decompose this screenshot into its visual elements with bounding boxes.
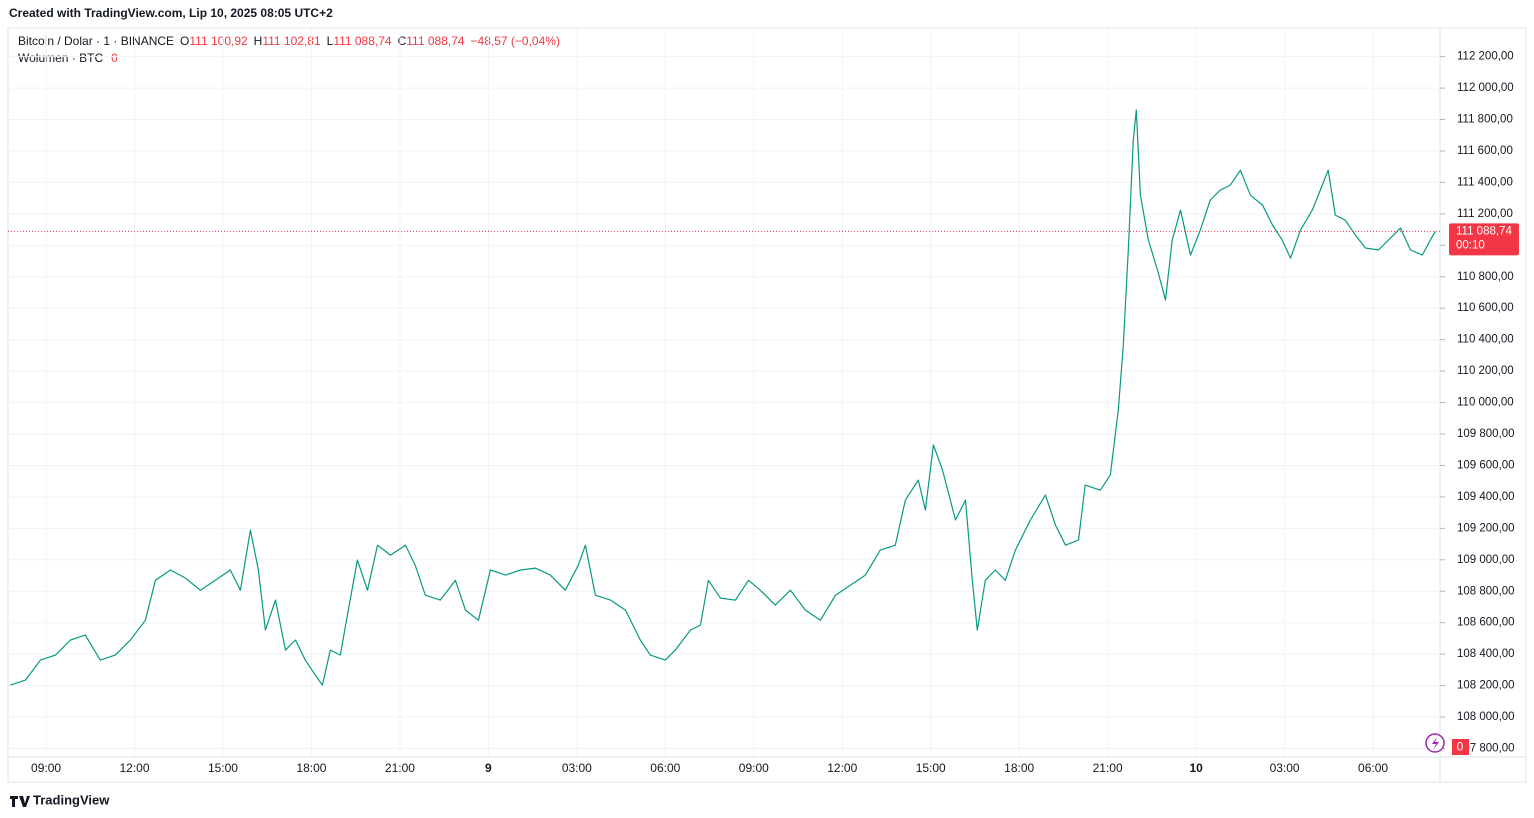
tv-logo bbox=[10, 796, 30, 807]
volume-legend: Wolumen · BTC 0 bbox=[18, 51, 118, 65]
symbol: Bitcoin / Dolar · 1 · BINANCE bbox=[18, 34, 174, 48]
x-tick-label: 06:00 bbox=[1358, 761, 1388, 775]
y-tick-label: 111 800,00 bbox=[1457, 114, 1513, 126]
y-tick-label: 108 200,00 bbox=[1457, 680, 1515, 692]
y-tick-label: 111 600,00 bbox=[1457, 145, 1513, 157]
y-tick-label: 112 200,00 bbox=[1457, 51, 1514, 63]
x-tick-label: 21:00 bbox=[1093, 761, 1123, 775]
x-tick-label: 21:00 bbox=[385, 761, 415, 775]
y-tick-label: 108 000,00 bbox=[1457, 711, 1515, 723]
y-tick-label: 109 200,00 bbox=[1457, 522, 1515, 534]
x-tick-label: 06:00 bbox=[650, 761, 680, 775]
footer-brand: TradingView bbox=[33, 792, 110, 807]
x-tick-label: 15:00 bbox=[208, 761, 238, 775]
x-tick-label: 12:00 bbox=[119, 761, 149, 775]
y-tick-label: 111 400,00 bbox=[1457, 176, 1513, 188]
change: −48,57 (−0,04%) bbox=[471, 34, 560, 48]
y-tick-label: 109 600,00 bbox=[1457, 459, 1515, 471]
x-tick-label: 03:00 bbox=[1270, 761, 1300, 775]
y-tick-label: 108 600,00 bbox=[1457, 617, 1515, 629]
y-tick-label: 109 400,00 bbox=[1457, 491, 1515, 503]
y-tick-label: 110 400,00 bbox=[1457, 334, 1514, 346]
ohlc-value: 111 100,92 bbox=[189, 34, 248, 48]
volume-value: 0 bbox=[111, 51, 118, 65]
price-line bbox=[10, 109, 1436, 686]
plot: 107 800,00 108 000,00 108 200,00 108 400,00… bbox=[8, 28, 1519, 775]
ohlc-value: 111 088,74 bbox=[333, 34, 392, 48]
y-tick-label: 110 600,00 bbox=[1457, 302, 1514, 314]
volume-name: Wolumen · BTC bbox=[18, 51, 103, 65]
y-tick-label: 107 800,00 bbox=[1457, 743, 1515, 755]
x-tick-label: 09:00 bbox=[739, 761, 769, 775]
y-tick-label: 110 800,00 bbox=[1457, 271, 1514, 283]
y-tick-label: 111 200,00 bbox=[1457, 208, 1513, 220]
y-tick-label: 109 800,00 bbox=[1457, 428, 1515, 440]
last-price-box bbox=[1449, 223, 1519, 256]
x-tick-label: 10 bbox=[1189, 761, 1203, 775]
x-tick-label: 18:00 bbox=[1004, 761, 1034, 775]
y-tick-label: 108 800,00 bbox=[1457, 585, 1515, 597]
ohlc-key: O bbox=[180, 34, 189, 48]
created-text: Created with TradingView.com, Lip 10, 20… bbox=[9, 6, 333, 20]
volume-badge bbox=[1452, 739, 1469, 755]
volume-badge-label: 0 bbox=[1457, 740, 1464, 754]
lightning bbox=[1432, 737, 1439, 750]
chart-frame bbox=[7, 27, 1527, 783]
x-tick-label: 9 bbox=[485, 761, 492, 775]
ohlc-key: L bbox=[327, 34, 334, 48]
ohlc-value: 111 102,81 bbox=[262, 34, 321, 48]
x-tick-label: 09:00 bbox=[31, 761, 61, 775]
countdown: 00:10 bbox=[1456, 239, 1485, 251]
last-price-label: 111 088,74 bbox=[1456, 225, 1512, 237]
legend: Bitcoin / Dolar · 1 · BINANCE O111 100,92… bbox=[18, 34, 560, 48]
y-tick-label: 112 000,00 bbox=[1457, 82, 1514, 94]
ohlc-key: H bbox=[254, 34, 263, 48]
x-tick-label: 18:00 bbox=[296, 761, 326, 775]
ohlc-key: C bbox=[398, 34, 407, 48]
y-tick-label: 109 000,00 bbox=[1457, 554, 1515, 566]
ohlc-value: 111 088,74 bbox=[406, 34, 465, 48]
x-tick-label: 15:00 bbox=[916, 761, 946, 775]
y-tick-label: 110 200,00 bbox=[1457, 365, 1514, 377]
x-tick-label: 03:00 bbox=[562, 761, 592, 775]
x-tick-label: 12:00 bbox=[827, 761, 857, 775]
y-tick-label: 108 400,00 bbox=[1457, 648, 1515, 660]
y-tick-label: 110 000,00 bbox=[1457, 397, 1514, 409]
